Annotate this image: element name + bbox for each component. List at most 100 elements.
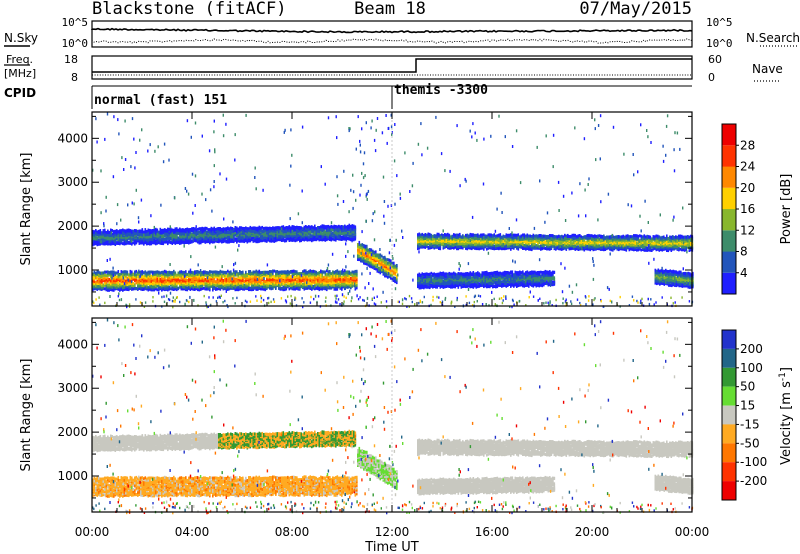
power-cell <box>188 272 190 276</box>
power-cell <box>233 237 235 241</box>
power-cell <box>170 277 172 281</box>
power-cell <box>288 233 291 237</box>
power-cell <box>375 253 377 257</box>
power-cell <box>186 272 189 276</box>
power-cell <box>302 282 304 286</box>
power-cell <box>233 281 235 285</box>
power-cell <box>314 276 316 279</box>
power-cell <box>364 254 367 258</box>
power-cell <box>174 287 177 291</box>
power-cell <box>282 279 285 282</box>
power-cell <box>311 270 313 273</box>
power-cell <box>171 231 174 235</box>
power-cell <box>302 236 304 240</box>
power-cell <box>444 243 446 247</box>
power-cell <box>291 229 294 233</box>
power-cell <box>158 239 160 243</box>
power-cell <box>164 276 166 280</box>
power-cell <box>260 273 262 277</box>
power-cell <box>311 237 313 241</box>
power-cell <box>251 284 253 288</box>
power-cell <box>264 270 267 274</box>
power-cell <box>291 225 294 229</box>
power-cell <box>242 235 244 239</box>
power-cell <box>110 270 112 274</box>
power-cell <box>426 234 428 238</box>
power-cell <box>119 279 121 283</box>
power-cell <box>192 287 195 291</box>
power-cell <box>360 243 362 247</box>
power-cell <box>231 230 234 234</box>
power-cell <box>333 270 336 274</box>
power-cell <box>260 278 262 282</box>
power-cell <box>444 233 446 236</box>
power-cell <box>246 239 249 243</box>
power-cell <box>258 274 261 278</box>
power-cell <box>315 234 318 238</box>
power-cell <box>314 287 316 291</box>
power-cell <box>128 275 130 279</box>
power-cell <box>218 271 220 274</box>
power-cell <box>183 235 186 239</box>
power-cell <box>254 238 256 242</box>
power-cell <box>436 243 439 247</box>
power-cell <box>141 235 144 239</box>
power-cell <box>120 281 123 285</box>
power-cell <box>218 280 220 284</box>
power-cell <box>158 230 160 234</box>
power-cell <box>180 274 183 278</box>
power-cell <box>306 286 309 290</box>
power-cell <box>108 278 111 282</box>
power-cell <box>206 230 208 234</box>
power-cell <box>113 237 115 241</box>
power-cell <box>435 234 437 238</box>
power-cell <box>221 284 223 288</box>
power-cell <box>285 274 288 278</box>
power-cell <box>179 273 181 277</box>
power-cell <box>329 270 331 273</box>
power-cell <box>350 271 352 275</box>
power-cell <box>233 276 235 280</box>
power-cell <box>272 235 274 238</box>
power-cell <box>140 281 142 285</box>
power-cell <box>164 237 166 241</box>
power-cell <box>252 239 255 242</box>
power-cell <box>442 234 445 237</box>
power-cell <box>107 233 109 237</box>
power-cell <box>173 279 175 283</box>
power-cell <box>189 234 192 237</box>
power-cell <box>198 270 201 274</box>
power-cell <box>171 281 174 285</box>
power-cell <box>135 239 138 243</box>
power-cell <box>134 285 136 289</box>
power-cell <box>93 270 96 274</box>
power-cell <box>394 276 397 280</box>
power-cell <box>387 258 389 262</box>
power-cell <box>329 273 331 277</box>
power-cell <box>293 236 295 240</box>
power-cell <box>387 261 389 265</box>
power-cell <box>272 278 274 282</box>
power-cell <box>351 230 354 234</box>
power-cell <box>168 276 171 280</box>
power-cell <box>260 237 262 241</box>
power-cell <box>203 235 205 239</box>
power-cell <box>326 283 328 286</box>
power-cell <box>251 286 253 290</box>
power-cell <box>239 272 241 276</box>
power-cell <box>92 272 94 276</box>
power-cell <box>347 278 349 282</box>
power-cell <box>213 235 216 239</box>
power-cell <box>215 273 217 277</box>
power-cell <box>147 231 150 235</box>
power-cell <box>348 270 351 274</box>
power-cell <box>173 230 175 234</box>
power-cell <box>338 234 340 238</box>
power-cell <box>323 279 325 282</box>
power-cell <box>110 272 112 276</box>
power-cell <box>369 264 371 268</box>
power-cell <box>436 235 439 238</box>
power-cell <box>297 237 300 240</box>
power-cell <box>213 270 216 274</box>
power-cell <box>290 228 292 232</box>
